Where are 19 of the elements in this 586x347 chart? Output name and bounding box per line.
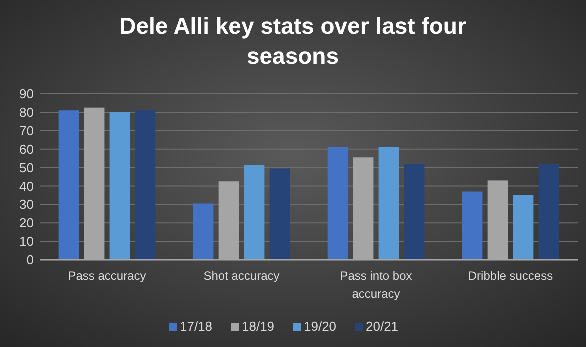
y-tick-label: 30: [20, 197, 34, 212]
x-tick-label: Pass into box accuracy: [340, 269, 412, 301]
y-tick-label: 50: [20, 160, 34, 176]
legend-label: 17/18: [180, 319, 213, 334]
x-tick-label: Dribble success: [468, 269, 554, 283]
y-tick-label: 20: [20, 216, 34, 231]
y-tick-label: 0: [26, 252, 34, 268]
legend-label: 18/19: [242, 319, 275, 334]
legend-label: 20/21: [366, 319, 399, 334]
y-tick-label: 40: [20, 178, 34, 194]
y-tick-label: 70: [20, 123, 34, 138]
y-tick-label: 80: [20, 104, 34, 120]
y-tick-label: 60: [20, 142, 34, 157]
chart-title: Dele Alli key stats over last four seasons: [120, 13, 466, 69]
legend-label: 19/20: [304, 319, 337, 334]
x-tick-label: Shot accuracy: [204, 269, 280, 283]
y-tick-label: 10: [20, 234, 34, 250]
x-tick-label: Pass accuracy: [68, 269, 146, 283]
y-tick-label: 90: [20, 86, 34, 102]
